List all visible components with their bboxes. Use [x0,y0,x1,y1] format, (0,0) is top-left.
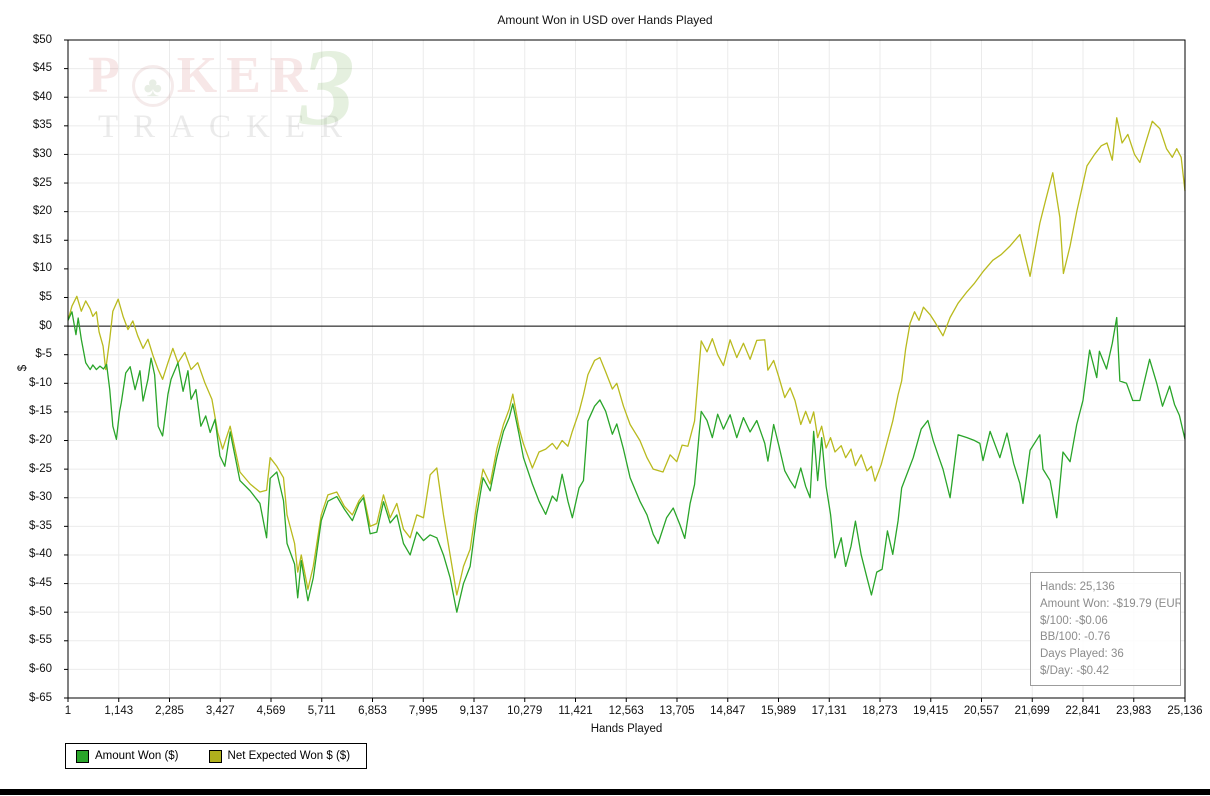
y-tick-label: $-55 [28,634,52,647]
stats-line: Days Played: 36 [1040,648,1124,661]
y-tick-label: $5 [39,290,52,303]
stats-line: Amount Won: -$19.79 (EUR) [1040,597,1181,610]
y-tick-label: $-25 [28,462,52,475]
legend-label: Net Expected Won $ ($) [227,750,351,762]
y-tick-label: $25 [32,176,52,189]
y-tick-label: $-50 [28,605,52,618]
x-tick-label: 4,569 [256,705,286,717]
stats-line: BB/100: -0.76 [1040,631,1111,644]
x-tick-label: 7,995 [408,705,438,717]
x-tick-label: 9,137 [459,705,489,717]
x-tick-label: 6,853 [358,705,387,717]
y-tick-label: $30 [32,147,52,160]
chart-legend: Amount Won ($) Net Expected Won $ ($) [65,743,368,769]
x-axis-title: Hands Played [590,723,663,735]
x-tick-label: 13,705 [659,705,695,717]
y-tick-label: $10 [32,262,52,275]
x-tick-label: 22,841 [1065,705,1101,717]
x-axis-tick-labels: 1 1,143 2,285 3,427 4,569 5,711 6,853 7,995 9,13… [0,705,1210,721]
stats-line: $/100: -$0.06 [1040,614,1108,627]
x-tick-label: 2,285 [155,705,184,717]
x-tick-label: 11,421 [558,705,593,717]
y-tick-label: $-65 [28,691,52,704]
y-tick-label: $-15 [28,405,52,418]
x-tick-label: 3,427 [205,705,235,717]
x-tick-label: 25,136 [1167,705,1203,717]
y-tick-label: $40 [32,90,52,103]
legend-item: Amount Won ($) [76,749,179,763]
x-tick-label: 10,279 [507,705,543,717]
y-tick-label: $-35 [28,519,52,532]
legend-swatch [76,749,89,763]
x-tick-label: 20,557 [963,705,1000,717]
x-tick-label: 17,131 [811,705,847,717]
y-tick-label: $-5 [35,348,52,361]
y-tick-label: $-10 [28,376,52,389]
y-tick-label: $35 [32,119,52,132]
x-tick-label: 19,415 [913,705,949,717]
y-tick-label: $-40 [28,548,52,561]
x-tick-label: 1,143 [104,705,134,717]
plot-area[interactable] [62,34,1192,704]
y-tick-label: $50 [32,33,52,46]
x-tick-label: 5,711 [307,705,336,717]
x-tick-label: 21,699 [1014,705,1050,717]
y-tick-label: $0 [39,319,52,332]
x-tick-label: 15,989 [760,705,797,717]
stats-line: Hands: 25,136 [1040,581,1115,593]
x-tick-label: 1 [64,705,72,717]
series-amount-won- [67,311,1186,613]
y-tick-label: $45 [32,62,52,75]
y-tick-label: $20 [32,205,52,218]
x-tick-label: 14,847 [710,705,746,717]
legend-label: Amount Won ($) [95,750,179,762]
y-tick-label: $-20 [28,434,52,447]
y-tick-label: $-30 [28,491,52,504]
x-tick-label: 18,273 [862,705,898,717]
legend-swatch [208,749,222,763]
window-bottom-border [0,789,1210,795]
y-tick-label: $-60 [28,662,52,675]
chart-title: Amount Won in USD over Hands Played [497,13,713,27]
legend-item: Net Expected Won $ ($) [208,749,351,763]
stats-line: $/Day: -$0.42 [1040,664,1110,677]
chart-canvas[interactable] [62,34,1192,704]
series-net-expected-won- [67,117,1186,596]
x-tick-label: 23,983 [1116,705,1152,717]
y-tick-label: $-45 [28,577,52,590]
y-tick-label: $15 [32,233,52,246]
y-axis-tick-labels: $50 $45 $40 $35 $30 $25 $20 $15 $10 $5 $0 $-5 $-10 $-… [0,0,62,796]
session-stats-box: Hands: 25,136 Amount Won: -$19.79 (EUR) $/… [1030,572,1181,686]
x-tick-label: 12,563 [608,705,644,717]
